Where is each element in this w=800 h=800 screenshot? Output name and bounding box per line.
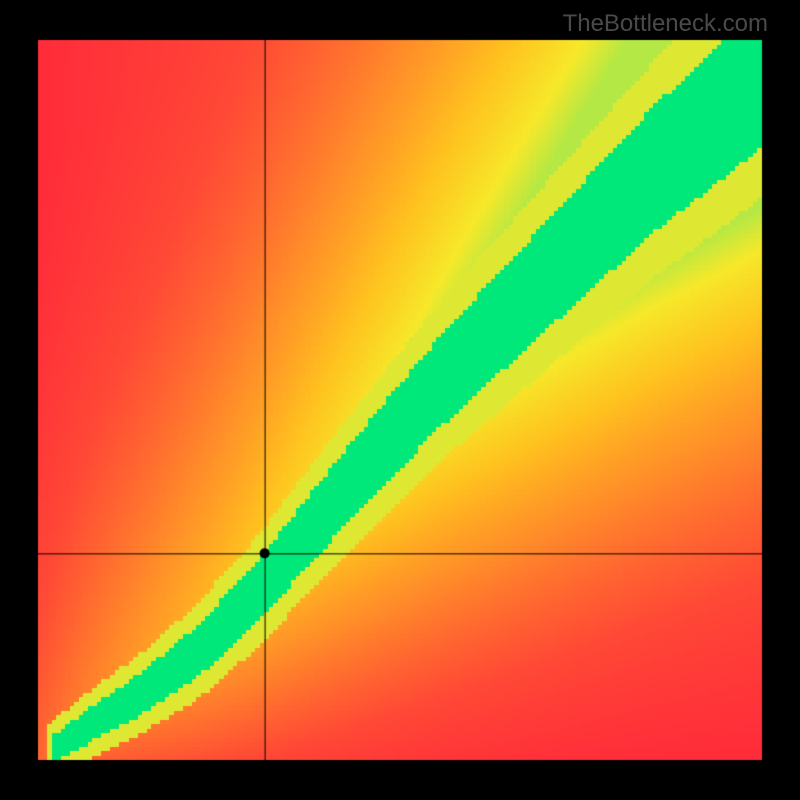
watermark-text: TheBottleneck.com <box>563 10 768 38</box>
chart-container: TheBottleneck.com <box>0 0 800 800</box>
bottleneck-heatmap <box>0 0 800 800</box>
